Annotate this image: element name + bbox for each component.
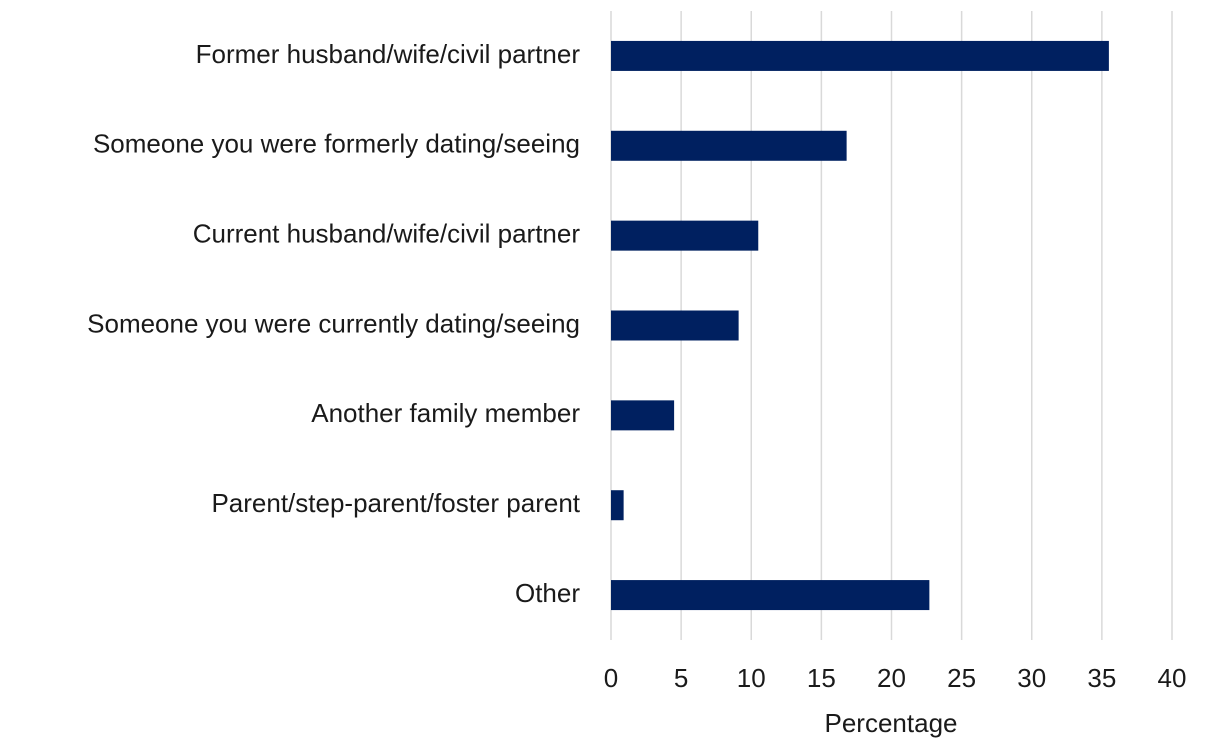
x-axis-label: Percentage [825, 708, 958, 738]
bar [611, 490, 624, 521]
y-tick-label: Parent/step-parent/foster parent [211, 488, 580, 518]
x-tick-label: 40 [1158, 663, 1187, 693]
bar [611, 220, 759, 251]
bar [611, 580, 930, 611]
y-tick-label: Someone you were currently dating/seeing [87, 308, 580, 338]
bar [611, 310, 739, 341]
y-tick-label: Current husband/wife/civil partner [193, 219, 581, 249]
y-tick-label: Other [515, 578, 580, 608]
y-tick-label: Former husband/wife/civil partner [196, 39, 581, 69]
x-tick-label: 25 [947, 663, 976, 693]
y-tick-label: Someone you were formerly dating/seeing [93, 129, 580, 159]
bar [611, 40, 1109, 71]
x-tick-label: 0 [604, 663, 618, 693]
x-tick-label: 5 [674, 663, 688, 693]
y-tick-label: Another family member [311, 398, 580, 428]
bar [611, 130, 847, 161]
bar [611, 400, 675, 431]
x-tick-label: 35 [1087, 663, 1116, 693]
x-tick-label: 20 [877, 663, 906, 693]
x-tick-label: 30 [1017, 663, 1046, 693]
x-tick-label: 15 [807, 663, 836, 693]
x-tick-label: 10 [737, 663, 766, 693]
